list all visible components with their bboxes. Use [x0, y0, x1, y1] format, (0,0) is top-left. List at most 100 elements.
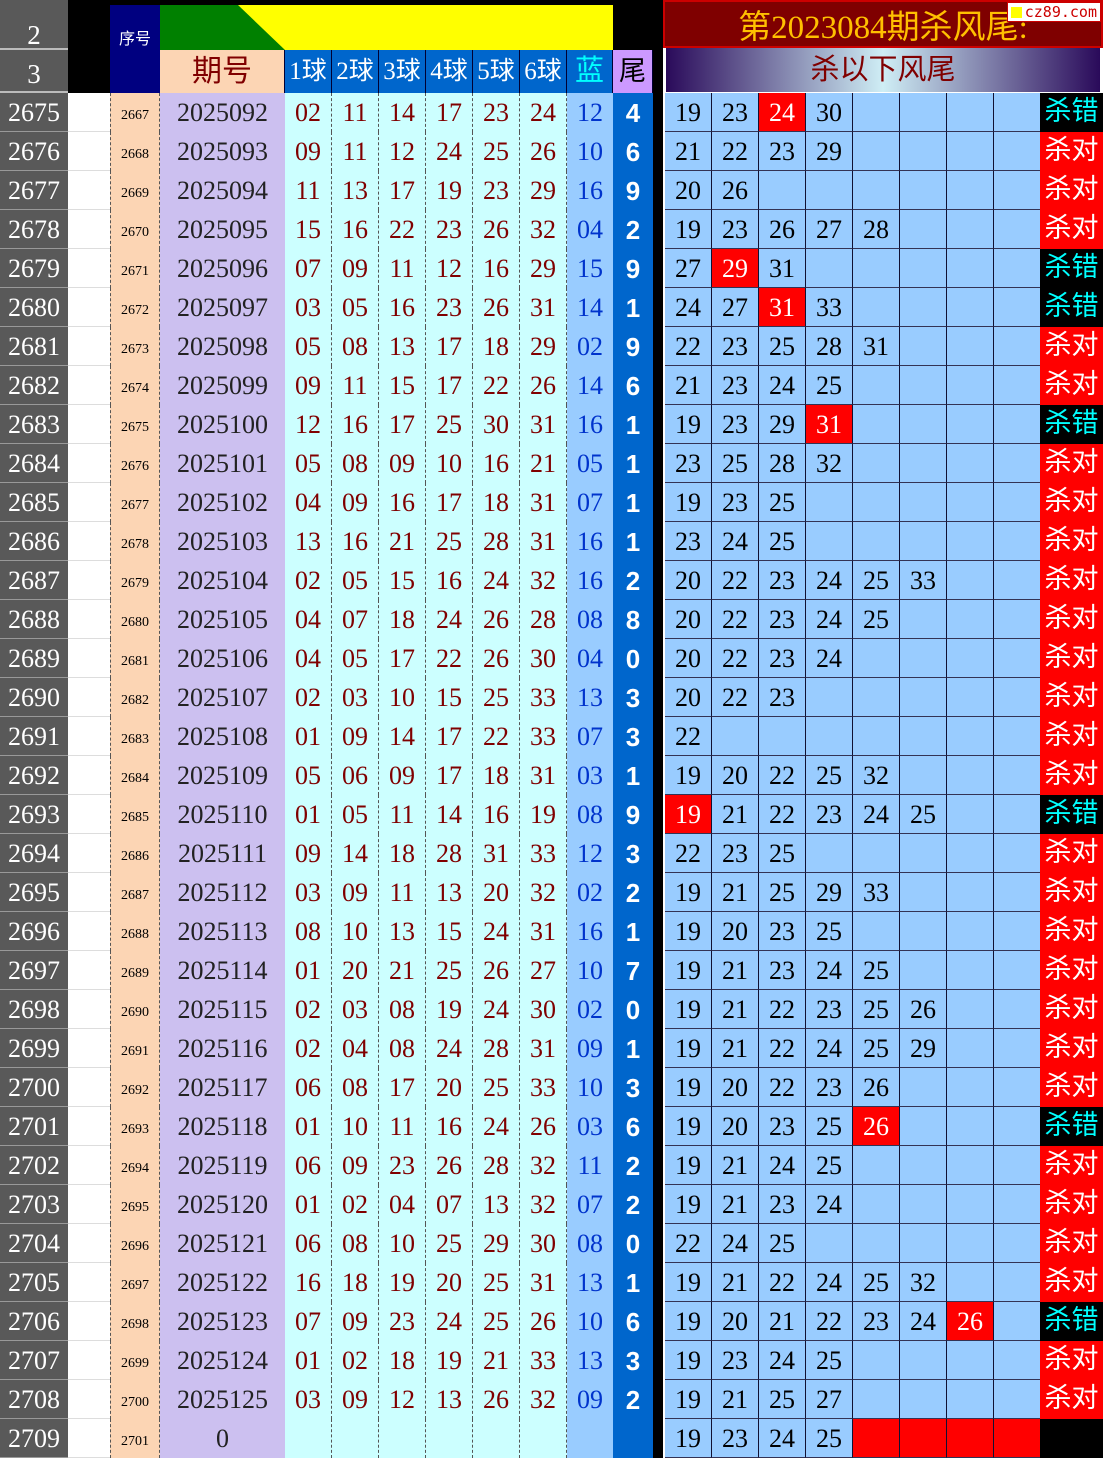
kill-number-cell: 31 — [853, 327, 900, 366]
period-cell: 2025112 — [160, 873, 285, 912]
tail-cell: 3 — [613, 834, 653, 873]
ball-cell: 31 — [520, 522, 567, 561]
kill-number-cell: 22 — [665, 834, 712, 873]
kill-number-cell — [947, 951, 994, 990]
kill-number-cell — [900, 951, 947, 990]
ball-cell: 18 — [473, 756, 520, 795]
blank-cell — [68, 600, 110, 639]
ball-cell: 28 — [473, 1146, 520, 1185]
row-number: 2683 — [0, 405, 68, 444]
kill-number-cell — [900, 834, 947, 873]
result-badge: 杀对 — [1040, 951, 1103, 990]
ball-cell: 16 — [332, 210, 379, 249]
ball-cell: 32 — [520, 1146, 567, 1185]
kill-number-cell: 19 — [665, 795, 712, 834]
ball-cell: 17 — [379, 639, 426, 678]
separator — [653, 990, 663, 1029]
seq-cell: 2694 — [110, 1146, 160, 1185]
tail-cell: 2 — [613, 561, 653, 600]
tail-cell: 8 — [613, 600, 653, 639]
kill-number-cell: 23 — [759, 1185, 806, 1224]
ball-cell: 16 — [332, 522, 379, 561]
ball-cell: 17 — [426, 327, 473, 366]
ball-cell: 11 — [379, 249, 426, 288]
kill-number-cell — [853, 405, 900, 444]
period-cell: 2025118 — [160, 1107, 285, 1146]
blank-cell — [68, 717, 110, 756]
row-number: 2696 — [0, 912, 68, 951]
kill-number-cell: 22 — [665, 1224, 712, 1263]
period-cell: 2025111 — [160, 834, 285, 873]
result-badge: 杀对 — [1040, 834, 1103, 873]
ball-cell: 19 — [426, 1341, 473, 1380]
kill-number-cell — [994, 210, 1041, 249]
kill-number-cell: 20 — [712, 756, 759, 795]
kill-number-cell — [947, 561, 994, 600]
ball-cell: 31 — [520, 912, 567, 951]
blank-cell — [68, 1146, 110, 1185]
table-row: 2699 2691 2025116 02 04 08 24 28 31 09 1 19 21 22 24 25… — [0, 1029, 1103, 1068]
kill-number-cell: 22 — [712, 600, 759, 639]
tail-cell: 1 — [613, 912, 653, 951]
kill-number-cell: 27 — [665, 249, 712, 288]
blank-cell — [68, 1341, 110, 1380]
kill-number-cell: 20 — [712, 1302, 759, 1341]
seq-cell: 2700 — [110, 1380, 160, 1419]
row-number: 2698 — [0, 990, 68, 1029]
table-row: 2680 2672 2025097 03 05 16 23 26 31 14 1 24 27 31 33 杀错 — [0, 288, 1103, 327]
kill-number-cell — [806, 717, 853, 756]
kill-number-cell: 25 — [759, 327, 806, 366]
seq-cell: 2667 — [110, 93, 160, 132]
row-number: 2705 — [0, 1263, 68, 1302]
kill-number-cell — [853, 1419, 900, 1458]
result-badge: 杀对 — [1040, 1341, 1103, 1380]
kill-number-cell: 20 — [665, 678, 712, 717]
kill-number-cell: 25 — [806, 1341, 853, 1380]
kill-number-cell — [947, 1380, 994, 1419]
ball-cell: 18 — [473, 327, 520, 366]
period-cell: 2025115 — [160, 990, 285, 1029]
ball-cell: 25 — [473, 132, 520, 171]
ball-cell: 29 — [520, 249, 567, 288]
ball-cell: 10 — [426, 444, 473, 483]
blank-cell — [68, 639, 110, 678]
ball-cell: 01 — [285, 717, 332, 756]
seq-cell: 2684 — [110, 756, 160, 795]
kill-number-cell: 31 — [806, 405, 853, 444]
kill-number-cell — [994, 366, 1041, 405]
black-spacer — [68, 0, 110, 93]
kill-number-cell — [947, 1029, 994, 1068]
kill-number-cell: 32 — [900, 1263, 947, 1302]
row-number: 2679 — [0, 249, 68, 288]
table-row: 2676 2668 2025093 09 11 12 24 25 26 10 6 21 22 23 29 杀对 — [0, 132, 1103, 171]
ball-cell: 32 — [520, 873, 567, 912]
kill-number-cell — [994, 678, 1041, 717]
tail-cell: 1 — [613, 756, 653, 795]
row-number: 2687 — [0, 561, 68, 600]
ball-cell: 02 — [285, 990, 332, 1029]
result-badge: 杀对 — [1040, 756, 1103, 795]
blue-ball-cell: 07 — [567, 483, 613, 522]
ball-cell: 15 — [379, 561, 426, 600]
table-row: 2689 2681 2025106 04 05 17 22 26 30 04 0 20 22 23 24 杀对 — [0, 639, 1103, 678]
tail-cell: 6 — [613, 366, 653, 405]
kill-number-cell — [947, 1419, 994, 1458]
table-row: 2694 2686 2025111 09 14 18 28 31 33 12 3 22 23 25 杀对 — [0, 834, 1103, 873]
kill-number-cell: 23 — [806, 1068, 853, 1107]
ball-cell: 02 — [285, 93, 332, 132]
seq-cell: 2676 — [110, 444, 160, 483]
table-row: 2683 2675 2025100 12 16 17 25 30 31 16 1 19 23 29 31 杀错 — [0, 405, 1103, 444]
kill-number-cell: 25 — [806, 1107, 853, 1146]
result-badge: 杀对 — [1040, 1380, 1103, 1419]
kill-number-cell: 26 — [853, 1068, 900, 1107]
ball-cell: 10 — [379, 1224, 426, 1263]
ball-cell: 19 — [426, 171, 473, 210]
ball-cell: 01 — [285, 1185, 332, 1224]
separator — [653, 210, 663, 249]
separator — [653, 1341, 663, 1380]
seq-cell: 2681 — [110, 639, 160, 678]
kill-number-cell — [853, 639, 900, 678]
blue-ball-cell: 11 — [567, 1146, 613, 1185]
kill-number-cell: 26 — [759, 210, 806, 249]
ball-cell: 24 — [473, 912, 520, 951]
